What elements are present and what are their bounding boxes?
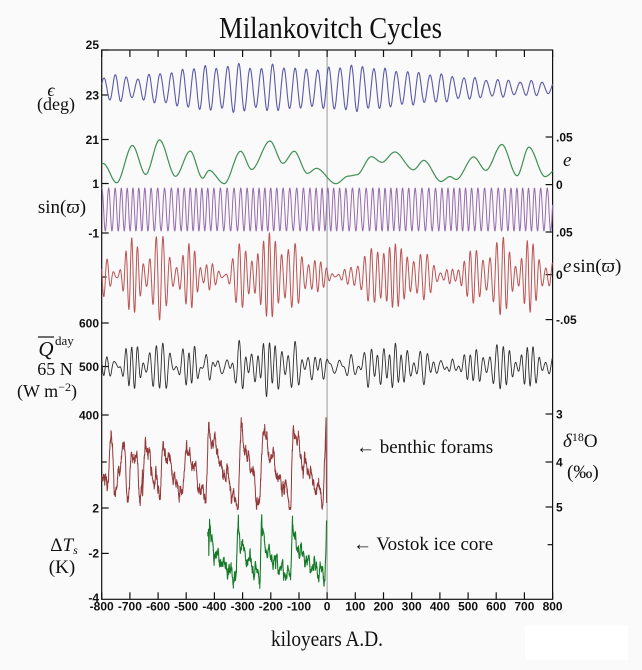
svg-text:65 N: 65 N [37, 359, 73, 379]
svg-text:Milankovitch Cycles: Milankovitch Cycles [219, 10, 442, 45]
svg-text:-500: -500 [174, 600, 198, 614]
svg-text:← Vostok ice core: ← Vostok ice core [353, 534, 493, 555]
svg-text:0: 0 [556, 268, 563, 282]
svg-text:400: 400 [430, 600, 450, 614]
svg-text:← benthic forams: ← benthic forams [356, 437, 493, 458]
svg-text:21: 21 [86, 133, 100, 147]
svg-text:100: 100 [345, 600, 365, 614]
svg-text:Q: Q [38, 337, 53, 361]
svg-text:400: 400 [79, 408, 99, 422]
svg-text:2: 2 [92, 501, 99, 515]
svg-text:-400: -400 [202, 600, 226, 614]
svg-text:-.05: -.05 [556, 313, 577, 327]
svg-text:800: 800 [543, 600, 563, 614]
svg-text:5: 5 [556, 500, 563, 514]
svg-text:23: 23 [86, 88, 100, 102]
svg-text:-2: -2 [88, 547, 99, 561]
svg-text:600: 600 [486, 600, 506, 614]
svg-text:.05: .05 [556, 130, 573, 144]
svg-text:500: 500 [79, 360, 99, 374]
svg-text:-300: -300 [231, 600, 255, 614]
svg-text:ΔTs: ΔTs [50, 535, 78, 557]
svg-text:3: 3 [556, 407, 563, 421]
svg-text:0: 0 [556, 178, 563, 192]
svg-text:-1: -1 [88, 226, 99, 240]
svg-text:e sin(ϖ): e sin(ϖ) [563, 256, 621, 277]
svg-text:-700: -700 [118, 600, 142, 614]
svg-text:sin(ϖ): sin(ϖ) [38, 197, 86, 218]
svg-text:(‰): (‰) [567, 462, 599, 483]
svg-text:300: 300 [402, 600, 422, 614]
svg-text:e: e [563, 150, 571, 171]
svg-text:.05: .05 [556, 225, 573, 239]
svg-text:ϵ: ϵ [47, 80, 55, 100]
svg-text:4: 4 [556, 455, 563, 469]
svg-text:-600: -600 [146, 600, 170, 614]
svg-text:200: 200 [373, 600, 393, 614]
svg-text:day: day [55, 333, 74, 348]
svg-text:0: 0 [324, 600, 331, 614]
svg-text:(K): (K) [49, 557, 75, 578]
svg-text:600: 600 [79, 316, 99, 330]
svg-text:-4: -4 [88, 591, 99, 605]
svg-text:(deg): (deg) [37, 94, 75, 115]
svg-text:1: 1 [92, 177, 99, 191]
svg-text:500: 500 [458, 600, 478, 614]
svg-text:-200: -200 [259, 600, 283, 614]
svg-text:-100: -100 [287, 600, 311, 614]
svg-text:-800: -800 [90, 600, 114, 614]
svg-text:δ18O: δ18O [563, 430, 598, 452]
svg-text:25: 25 [86, 38, 100, 52]
svg-text:kiloyears A.D.: kiloyears A.D. [271, 626, 383, 651]
svg-text:700: 700 [514, 600, 534, 614]
